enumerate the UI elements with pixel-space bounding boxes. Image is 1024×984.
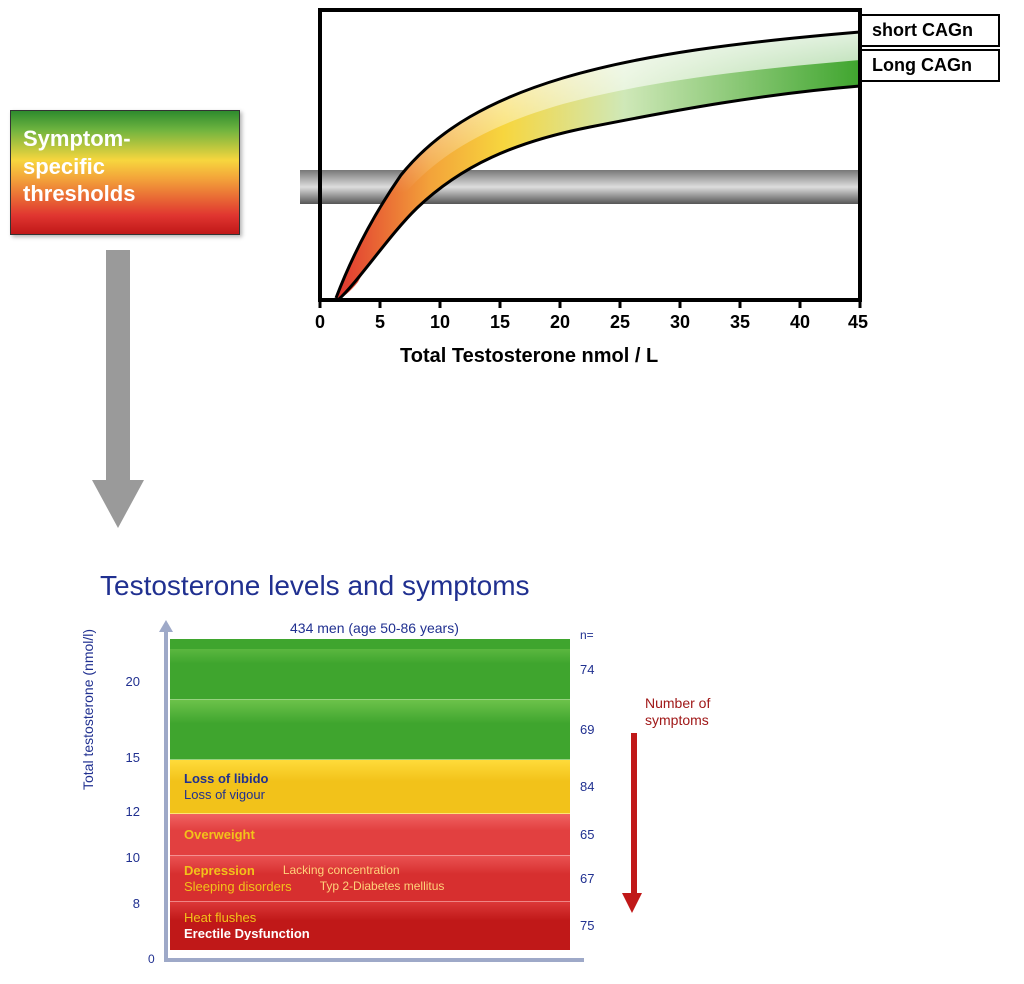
band-zig-top (170, 639, 570, 649)
symptom-arrow (629, 733, 639, 913)
band-zig-bottom (170, 940, 570, 950)
y-tick: 20 (112, 674, 140, 689)
symptom-main: Loss of libido (184, 771, 269, 787)
cagn-labels: short CAGn Long CAGn (860, 14, 1000, 82)
n-value: 69 (580, 722, 594, 737)
n-value: 67 (580, 871, 594, 886)
symptom-extra: Lacking concentration (283, 863, 400, 879)
n-value: 84 (580, 779, 594, 794)
symptom-arrow-label: Number of symptoms (645, 695, 710, 729)
band-stack: Loss of libidoLoss of vigour Overweight De… (170, 640, 570, 950)
short-cagn-label: short CAGn (860, 14, 1000, 47)
symptom-text: Overweight (184, 827, 556, 843)
band-0 (170, 640, 570, 700)
band-2: Loss of libidoLoss of vigour (170, 760, 570, 814)
y-axis-arrow (164, 630, 168, 960)
symptom-extra: Typ 2-Diabetes mellitus (320, 879, 445, 895)
svg-text:20: 20 (550, 312, 570, 332)
x-axis-label: Total Testosterone nmol / L (400, 345, 658, 368)
n-column: n= 746984656775 (580, 628, 620, 646)
symptom-arrow-shaft (631, 733, 637, 893)
symptom-text: Loss of libido (184, 771, 556, 787)
bottom-title: Testosterone levels and symptoms (100, 570, 530, 602)
band-1 (170, 700, 570, 760)
down-arrow (100, 250, 136, 530)
symptom-main: Depression (184, 863, 255, 879)
n-value: 74 (580, 662, 594, 677)
y-tick: 12 (112, 804, 140, 819)
symptom-main: Heat flushes (184, 910, 256, 926)
svg-text:40: 40 (790, 312, 810, 332)
svg-text:5: 5 (375, 312, 385, 332)
svg-text:35: 35 (730, 312, 750, 332)
symptom-main: Overweight (184, 827, 255, 843)
band-3: Overweight (170, 814, 570, 856)
symptom-text: Sleeping disorders Typ 2-Diabetes mellitu… (184, 879, 556, 895)
symptom-text: Depression Lacking concentration (184, 863, 556, 879)
symptom-label-line1: Number of (645, 695, 710, 711)
arrow-head (92, 480, 144, 528)
long-cagn-label: Long CAGn (860, 49, 1000, 82)
y-tick: 10 (112, 850, 140, 865)
svg-text:0: 0 (315, 312, 325, 332)
threshold-line1: Symptom- (23, 125, 227, 153)
bottom-chart: Total testosterone (nmol/l) 434 men (age… (90, 610, 810, 980)
band-5: Heat flushesErectile Dysfunction (170, 902, 570, 950)
arrow-shaft (106, 250, 130, 480)
top-chart: 0 5 10 15 20 25 30 35 40 45 Total Testos… (300, 0, 1000, 400)
symptom-label-line2: symptoms (645, 712, 709, 728)
symptom-text: Erectile Dysfunction (184, 926, 556, 942)
symptom-main: Loss of vigour (184, 787, 265, 803)
symptom-arrow-box: Number of symptoms (645, 695, 710, 913)
symptom-text: Heat flushes (184, 910, 556, 926)
threshold-box: Symptom- specific thresholds (10, 110, 240, 235)
zero-label: 0 (148, 952, 155, 966)
threshold-line2: specific (23, 153, 227, 181)
symptom-text: Loss of vigour (184, 787, 556, 803)
study-subtitle: 434 men (age 50-86 years) (290, 620, 459, 636)
symptom-main: Erectile Dysfunction (184, 926, 310, 942)
n-header: n= (580, 628, 620, 642)
svg-text:10: 10 (430, 312, 450, 332)
band-4: Depression Lacking concentrationSleeping … (170, 856, 570, 902)
x-axis-line (164, 958, 584, 962)
n-value: 65 (580, 827, 594, 842)
symptom-main: Sleeping disorders (184, 879, 292, 895)
threshold-line3: thresholds (23, 180, 227, 208)
y-tick: 8 (112, 896, 140, 911)
x-ticks: 0 5 10 15 20 25 30 35 40 45 (315, 300, 868, 332)
symptom-arrow-head (622, 893, 642, 913)
svg-text:30: 30 (670, 312, 690, 332)
svg-text:45: 45 (848, 312, 868, 332)
svg-text:15: 15 (490, 312, 510, 332)
y-tick: 15 (112, 750, 140, 765)
svg-text:25: 25 (610, 312, 630, 332)
y-axis-label: Total testosterone (nmol/l) (80, 629, 96, 790)
n-value: 75 (580, 918, 594, 933)
